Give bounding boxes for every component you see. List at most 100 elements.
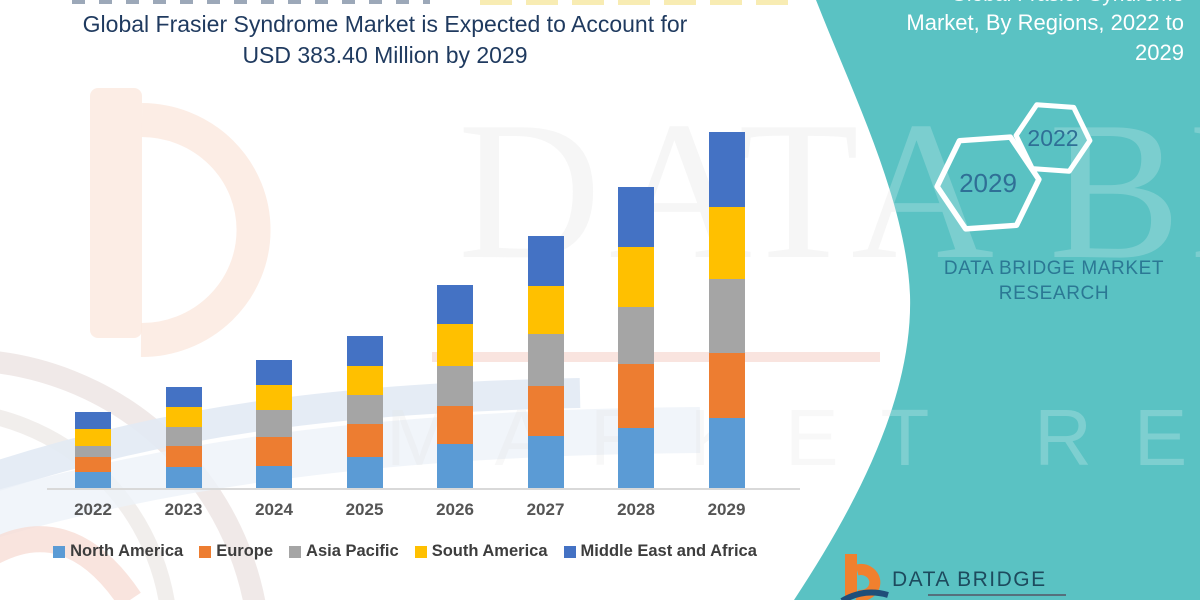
stacked-bar-2026 (437, 285, 473, 488)
x-axis-line (47, 488, 800, 490)
legend: North America Europe Asia Pacific South Ame… (0, 542, 810, 561)
legend-item: South America (414, 542, 548, 561)
logo-brand-text: DATA BRIDGE (892, 568, 1047, 591)
bar-segment (165, 426, 202, 446)
bar-segment (437, 405, 473, 444)
bar-segment (437, 443, 473, 488)
x-axis-label: 2028 (617, 500, 655, 519)
legend-swatch-icon (414, 546, 427, 558)
bar-segment (346, 423, 383, 458)
clipped-text-sliver (72, 0, 430, 4)
bar-segment (256, 465, 292, 488)
bar-segment (618, 363, 654, 428)
clipped-highlight-sliver (480, 0, 798, 5)
panel-clipped-top-line: Global Frasier Syndrome (951, 0, 1184, 8)
legend-label: South America (431, 542, 548, 560)
brand-caption: DATA BRIDGE MARKET RESEARCH (918, 256, 1190, 306)
panel-title-line-1: Market, By Regions, 2022 to (906, 10, 1184, 35)
bar-segment (165, 467, 202, 488)
stacked-bar-2029 (708, 132, 745, 488)
bar-segment (708, 279, 745, 353)
legend-item: Europe (199, 542, 273, 561)
stacked-bar-2025 (346, 335, 383, 488)
bar-segment (165, 406, 202, 427)
stacked-bar-2022 (75, 412, 111, 488)
legend-label: Middle East and Africa (580, 542, 757, 560)
x-axis-label: 2025 (345, 500, 384, 519)
x-axis-label: 2024 (255, 500, 293, 519)
bar-segment (256, 360, 292, 385)
hexagon-2022-icon (1013, 102, 1093, 174)
hexagon-2022-label: 2022 (1027, 125, 1078, 151)
bar-segment (527, 334, 564, 387)
bar-segment (618, 247, 654, 307)
bar-segment (165, 445, 202, 468)
x-axis-label: 2026 (436, 500, 474, 519)
x-axis-label: 2022 (74, 500, 112, 519)
bar-segment (708, 417, 745, 488)
bar-segment (75, 457, 111, 473)
bar-segment (618, 306, 654, 364)
bar-segment (437, 285, 473, 324)
legend-label: Asia Pacific (306, 542, 399, 560)
bar-segment (708, 132, 745, 208)
logo-underline (928, 594, 1066, 596)
bar-segment (256, 409, 292, 437)
x-axis-label: 2027 (526, 500, 565, 519)
bar-segment (437, 323, 473, 367)
bar-segment (708, 352, 745, 418)
bar-segment (165, 386, 202, 407)
legend-swatch-icon (289, 546, 302, 558)
data-bridge-b-watermark-icon (90, 88, 271, 358)
bar-segment (346, 365, 383, 395)
panel-title-line-2: 2029 (1135, 40, 1184, 65)
pink-band-watermark (432, 352, 880, 362)
bar-segment (346, 335, 383, 366)
bar-segment (618, 186, 654, 248)
logo-swoosh-icon (840, 589, 889, 600)
bar-segment (75, 445, 111, 458)
chart-title: Global Frasier Syndrome Market is Expect… (55, 9, 715, 71)
bar-segment (708, 207, 745, 280)
hexagon-2029-icon (934, 134, 1042, 232)
x-axis-label: 2023 (164, 500, 203, 519)
data-bridge-b-icon (840, 554, 889, 600)
stacked-bar-2023 (165, 386, 202, 488)
chart-title-line-2: USD 383.40 Million by 2029 (242, 42, 528, 68)
bar-segment (618, 427, 654, 488)
bar-segment (346, 457, 383, 488)
bar-segment (256, 436, 292, 466)
chart-title-line-1: Global Frasier Syndrome Market is Expect… (82, 11, 688, 37)
pink-swoosh-watermark (0, 526, 141, 600)
stacked-bar-2027 (527, 235, 564, 488)
bar-segment (527, 386, 564, 437)
bar-segment (527, 285, 564, 335)
panel-title: Market, By Regions, 2022 to 2029 (906, 8, 1184, 68)
legend-label: North America (70, 542, 184, 560)
legend-item: North America (53, 542, 183, 561)
legend-swatch-icon (53, 546, 66, 558)
legend-swatch-icon (563, 546, 576, 558)
x-axis-label: 2029 (707, 500, 746, 519)
hexagon-2029-label: 2029 (959, 168, 1017, 198)
legend-swatch-icon (199, 546, 212, 558)
bar-segment (527, 436, 564, 488)
bar-segment (437, 366, 473, 406)
bar-segment (527, 235, 564, 286)
blue-swoosh-watermark (0, 407, 701, 538)
stacked-bar-2028 (618, 186, 654, 488)
brand-caption-line-2: RESEARCH (998, 283, 1110, 304)
bar-segment (256, 384, 292, 410)
bar-segment (75, 429, 111, 446)
data-bridge-logo: DATA BRIDGE (840, 552, 1180, 600)
stacked-bar-2024 (256, 360, 292, 488)
bar-segment (75, 472, 111, 488)
bar-segment (346, 394, 383, 424)
legend-item: Asia Pacific (289, 542, 399, 561)
